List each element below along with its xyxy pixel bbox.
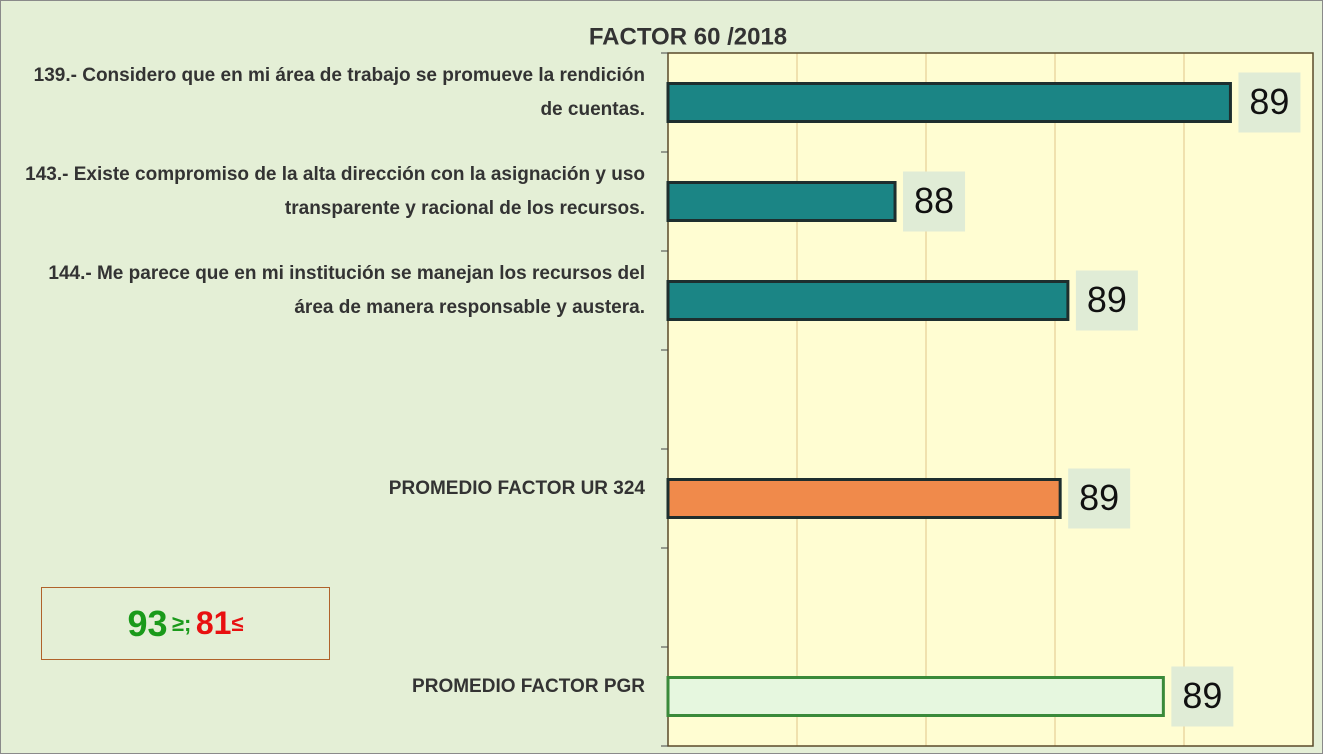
value-label-bg bbox=[1171, 666, 1234, 727]
plot-border bbox=[667, 52, 1314, 747]
value-label: 89 bbox=[1249, 81, 1289, 122]
value-label-bg bbox=[1238, 72, 1301, 133]
bar bbox=[666, 676, 1165, 717]
value-label-bg bbox=[1075, 270, 1138, 331]
annotation-box: 93 ≥; 81 ≤ bbox=[41, 587, 330, 660]
annotation-text: ≥; bbox=[171, 610, 192, 636]
annotation-text: ≤ bbox=[231, 610, 244, 636]
value-label: 89 bbox=[1182, 675, 1222, 716]
category-label: 139.- Considero que en mi área de trabaj… bbox=[33, 64, 645, 120]
bar bbox=[666, 181, 897, 222]
value-label: 89 bbox=[1079, 477, 1119, 518]
bar bbox=[666, 82, 1232, 123]
category-label: 144.- Me parece que en mi institución se… bbox=[48, 262, 645, 318]
category-label: PROMEDIO FACTOR UR 324 bbox=[388, 477, 645, 499]
category-label: PROMEDIO FACTOR PGR bbox=[412, 675, 645, 697]
value-label-bg bbox=[903, 171, 966, 232]
bar bbox=[666, 280, 1070, 321]
annotation-text: 93 bbox=[127, 602, 168, 644]
bar bbox=[666, 478, 1062, 519]
value-label-bg bbox=[1068, 468, 1131, 529]
annotation-text: 81 bbox=[195, 605, 232, 641]
value-label: 88 bbox=[914, 180, 954, 221]
category-label: 143.- Existe compromiso de la alta direc… bbox=[25, 163, 645, 219]
value-label: 89 bbox=[1087, 279, 1127, 320]
chart-title: FACTOR 60 /2018 bbox=[589, 23, 787, 50]
plot-area bbox=[668, 53, 1313, 746]
